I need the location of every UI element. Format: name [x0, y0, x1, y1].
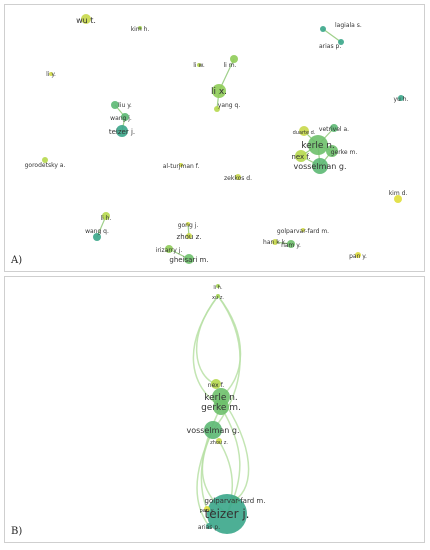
graph-node: [102, 212, 110, 220]
node-label: pan y.: [349, 253, 367, 260]
graph-node: [308, 135, 328, 155]
graph-node: [165, 245, 173, 253]
graph-node: [295, 150, 307, 162]
graph-node: [197, 63, 201, 67]
graph-node: [230, 55, 238, 63]
node-label: nex f.: [208, 382, 225, 389]
node-label: teizer j.: [109, 128, 135, 136]
panel-a-label: A): [11, 255, 23, 266]
node-label: li x.: [211, 87, 227, 97]
node-label: golparvar-fard m.: [205, 497, 266, 505]
graph-node: [272, 239, 278, 245]
graph-edge: [195, 295, 219, 385]
node-label: al-turjman f.: [163, 163, 200, 170]
node-label: vosselman g.: [186, 426, 239, 435]
graph-node: [235, 174, 241, 180]
node-label: li m.: [224, 62, 237, 69]
graph-node: [301, 228, 305, 232]
graph-node: [326, 145, 338, 157]
graph-node: [111, 101, 119, 109]
network-panel-b: li h. xu z. nex f. kerle n. gerke m. vosselma…: [4, 276, 425, 543]
graph-node: [49, 72, 53, 76]
node-label: wang j.: [110, 115, 132, 122]
node-label: kim d.: [389, 190, 408, 197]
graph-edge: [220, 396, 250, 501]
node-label: nam y.: [281, 242, 301, 249]
node-label: liu y.: [118, 102, 132, 109]
graph-node: [212, 84, 226, 98]
node-label: gong j.: [178, 222, 199, 229]
node-label: gorodetsky a.: [25, 162, 66, 169]
graph-node: [214, 106, 220, 112]
node-label: kerle n.: [301, 141, 335, 151]
graph-edge: [192, 295, 222, 408]
graph-node: [207, 494, 247, 534]
graph-node: [213, 399, 229, 415]
graph-node: [116, 125, 128, 137]
node-label: arias p.: [319, 43, 341, 50]
graph-node: [299, 126, 309, 136]
network-graph-b: li h. xu z. nex f. kerle n.gerke m. vosselma…: [186, 284, 266, 534]
graph-node: [186, 233, 192, 239]
node-label: teizer j.: [205, 507, 250, 521]
graph-node: [121, 113, 129, 121]
node-label: gerke m.: [201, 403, 241, 413]
node-label: yu h.: [394, 96, 409, 103]
panel-b-label: B): [11, 526, 23, 537]
node-label: li h.: [101, 215, 112, 222]
node-label: pan y.: [200, 508, 215, 514]
node-label: gheisari m.: [169, 256, 208, 264]
node-label: yang q.: [218, 102, 241, 109]
node-label: li w.: [193, 62, 205, 69]
graph-node: [287, 240, 295, 248]
graph-node: [398, 95, 404, 101]
graph-node: [216, 294, 220, 298]
graph-node: [179, 163, 183, 167]
graph-edge: [212, 295, 241, 431]
node-label: kerle n.: [204, 393, 238, 403]
graph-node: [312, 158, 328, 174]
node-label: nex f.: [291, 153, 310, 161]
node-label: gerke m.: [331, 149, 358, 156]
graph-node: [81, 14, 91, 24]
node-label: wu t.: [76, 16, 96, 25]
node-label: li y.: [46, 71, 56, 78]
node-label: duarte d.: [293, 130, 316, 136]
graph-node: [93, 233, 101, 241]
graph-node: [204, 506, 210, 512]
graph-node: [211, 379, 221, 389]
node-label: lagiala s.: [335, 22, 362, 29]
node-label: wang q.: [85, 228, 109, 235]
node-label: zekkos d.: [224, 175, 252, 182]
node-label: irizarry j.: [156, 247, 183, 254]
node-label: kim h.: [131, 26, 150, 33]
node-label: vosselman g.: [293, 162, 346, 171]
node-label: zhou z.: [177, 233, 202, 241]
node-label: zhou z.: [210, 440, 228, 446]
graph-node: [42, 157, 48, 163]
graph-node: [184, 254, 194, 264]
graph-node: [138, 26, 142, 30]
graph-node: [206, 523, 212, 529]
graph-node: [355, 252, 361, 258]
graph-node: [394, 195, 402, 203]
graph-node: [204, 421, 222, 439]
network-graph-a: wu t. kim h. lagiala s. arias p. li y. li w. l…: [25, 14, 409, 264]
graph-node: [338, 39, 344, 45]
node-label: li h.: [213, 285, 223, 291]
graph-node: [216, 438, 222, 444]
network-panel-a: wu t. kim h. lagiala s. arias p. li y. li w. l…: [4, 4, 425, 272]
graph-node: [186, 222, 190, 226]
node-label: vetrivel a.: [319, 126, 349, 133]
graph-node: [330, 124, 338, 132]
graph-node: [320, 26, 326, 32]
node-label: arias p.: [198, 524, 220, 531]
node-label: xu z.: [212, 295, 224, 301]
node-label: golparvar-fard m.: [277, 228, 329, 235]
graph-edge: [322, 28, 342, 43]
graph-node: [216, 284, 220, 288]
node-label: han k k.: [263, 239, 287, 246]
